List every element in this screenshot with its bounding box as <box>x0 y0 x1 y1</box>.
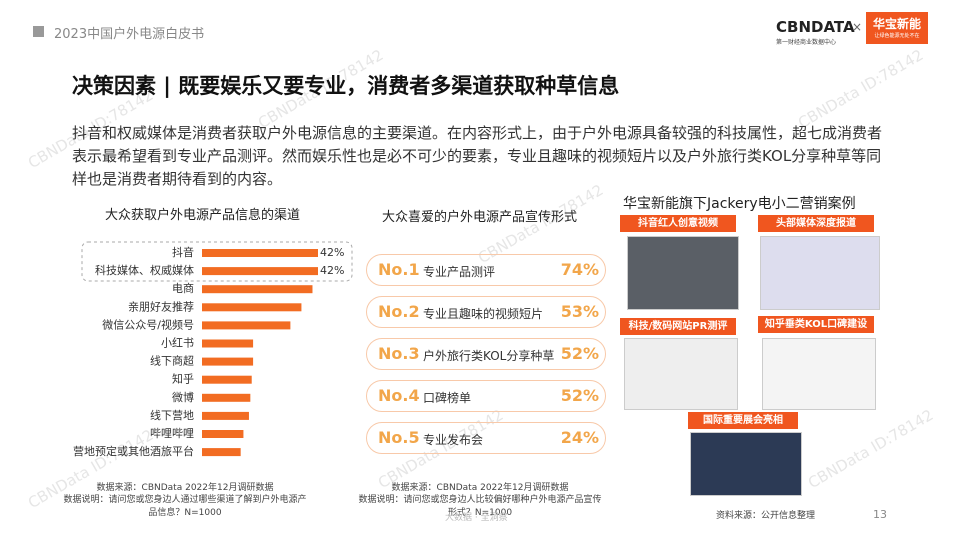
case-image <box>690 432 802 496</box>
category-label: 抖音 <box>172 245 194 259</box>
partner-sub: 让绿色能源无处不在 <box>874 33 920 39</box>
bar <box>202 321 291 330</box>
case-tag: 知乎垂类KOL口碑建设 <box>758 316 874 333</box>
promo-rank: No.1 <box>378 260 420 279</box>
chart-note: 数据说明：请问您或您身边人通过哪些渠道了解到户外电源产品信息？N=1000 <box>63 495 307 518</box>
promo-label: 户外旅行类KOL分享种草 <box>423 349 555 363</box>
bar <box>202 267 318 276</box>
bar <box>202 339 254 348</box>
promo-rank: No.5 <box>378 428 420 447</box>
chart-title: 大众获取户外电源产品信息的渠道 <box>105 208 301 223</box>
case-image <box>760 236 880 310</box>
case-image <box>624 338 738 410</box>
case-tag: 抖音红人创意视频 <box>620 215 736 232</box>
category-label: 科技媒体、权威媒体 <box>95 263 194 277</box>
category-label: 微博 <box>172 390 194 404</box>
value-label: 42% <box>320 264 344 277</box>
bar <box>202 285 313 294</box>
highlight-box <box>81 241 353 282</box>
promo-item: No.5 专业发布会 24% <box>366 422 606 454</box>
header-square <box>33 26 44 37</box>
promo-item: No.3 户外旅行类KOL分享种草 52% <box>366 338 606 370</box>
cases-title: 华宝新能旗下Jackery电小二营销案例 <box>623 196 856 212</box>
case-image <box>762 338 876 410</box>
bar <box>202 411 249 420</box>
category-label: 亲朋好友推荐 <box>128 299 194 313</box>
case-tag: 科技/数码网站PR测评 <box>620 318 736 335</box>
promo-label: 专业且趣味的视频短片 <box>423 307 544 321</box>
bar <box>202 375 252 384</box>
category-label: 知乎 <box>172 372 194 386</box>
promo-value: 52% <box>560 344 599 363</box>
slogan: 大数据 · 全洞察 <box>445 513 508 523</box>
bar <box>202 430 244 438</box>
cross: × <box>852 20 863 34</box>
promo-item: No.1 专业产品测评 74% <box>366 254 606 286</box>
page-number: 13 <box>873 508 887 521</box>
promo-label: 口碑榜单 <box>423 391 472 405</box>
promo-source: 数据来源：CBNData 2022年12月调研数据 <box>391 483 569 493</box>
bar <box>202 357 254 366</box>
promo-value: 52% <box>560 386 599 405</box>
case-image <box>627 236 739 310</box>
bar <box>202 303 302 312</box>
promo-title: 大众喜爱的户外电源产品宣传形式 <box>382 210 578 225</box>
promo-item: No.2 专业且趣味的视频短片 53% <box>366 296 606 328</box>
partner-logo: 华宝新能 让绿色能源无处不在 <box>866 12 928 44</box>
promo-rank: No.2 <box>378 302 420 321</box>
report-name: 2023中国户外电源白皮书 <box>54 27 205 42</box>
value-label: 42% <box>320 246 344 259</box>
promo-label: 专业产品测评 <box>423 265 496 279</box>
partner-name: 华宝新能 <box>872 17 921 31</box>
promo-value: 24% <box>560 428 599 447</box>
promo-note: 数据说明：请问您或您身边人比较偏好哪种户外电源产品宣传形式？N=1000 <box>358 495 602 518</box>
bar <box>202 393 251 402</box>
watermark: CBNData ID:78142 <box>794 45 927 133</box>
slide-title: 决策因素 | 既要娱乐又要专业，消费者多渠道获取种草信息 <box>72 74 620 98</box>
bar <box>202 448 241 457</box>
intro: 抖音和权威媒体是消费者获取户外电源信息的主要渠道。在内容形式上，由于户外电源具备… <box>72 124 883 188</box>
promo-rank: No.3 <box>378 344 420 363</box>
logo: CBNDATA <box>776 18 855 36</box>
promo-rank: No.4 <box>378 386 420 405</box>
category-label: 线下营地 <box>150 408 194 422</box>
category-label: 微信公众号/视频号 <box>102 317 194 331</box>
case-tag: 头部媒体深度报道 <box>758 215 874 232</box>
cases-source: 资料来源：公开信息整理 <box>716 511 816 521</box>
category-label: 哔哩哔哩 <box>150 427 194 440</box>
promo-label: 专业发布会 <box>423 433 484 447</box>
category-label: 电商 <box>172 281 194 295</box>
promo-item: No.4 口碑榜单 52% <box>366 380 606 412</box>
chart-source: 数据来源：CBNData 2022年12月调研数据 <box>96 483 274 493</box>
case-tag: 国际重要展会亮相 <box>688 412 798 429</box>
watermark: CBNData ID:78142 <box>804 405 937 493</box>
promo-value: 53% <box>560 302 599 321</box>
category-label: 营地预定或其他酒旅平台 <box>73 444 194 458</box>
promo-value: 74% <box>560 260 599 279</box>
chart: 抖音 42% 科技媒体、权威媒体 42% 电商亲朋好友推荐微信公众号/视频号小红书线下商… <box>73 241 353 458</box>
logo-sub: 第一财经商业数据中心 <box>776 39 837 46</box>
bar <box>202 249 318 257</box>
category-label: 小红书 <box>161 337 194 350</box>
category-label: 线下商超 <box>150 354 194 368</box>
